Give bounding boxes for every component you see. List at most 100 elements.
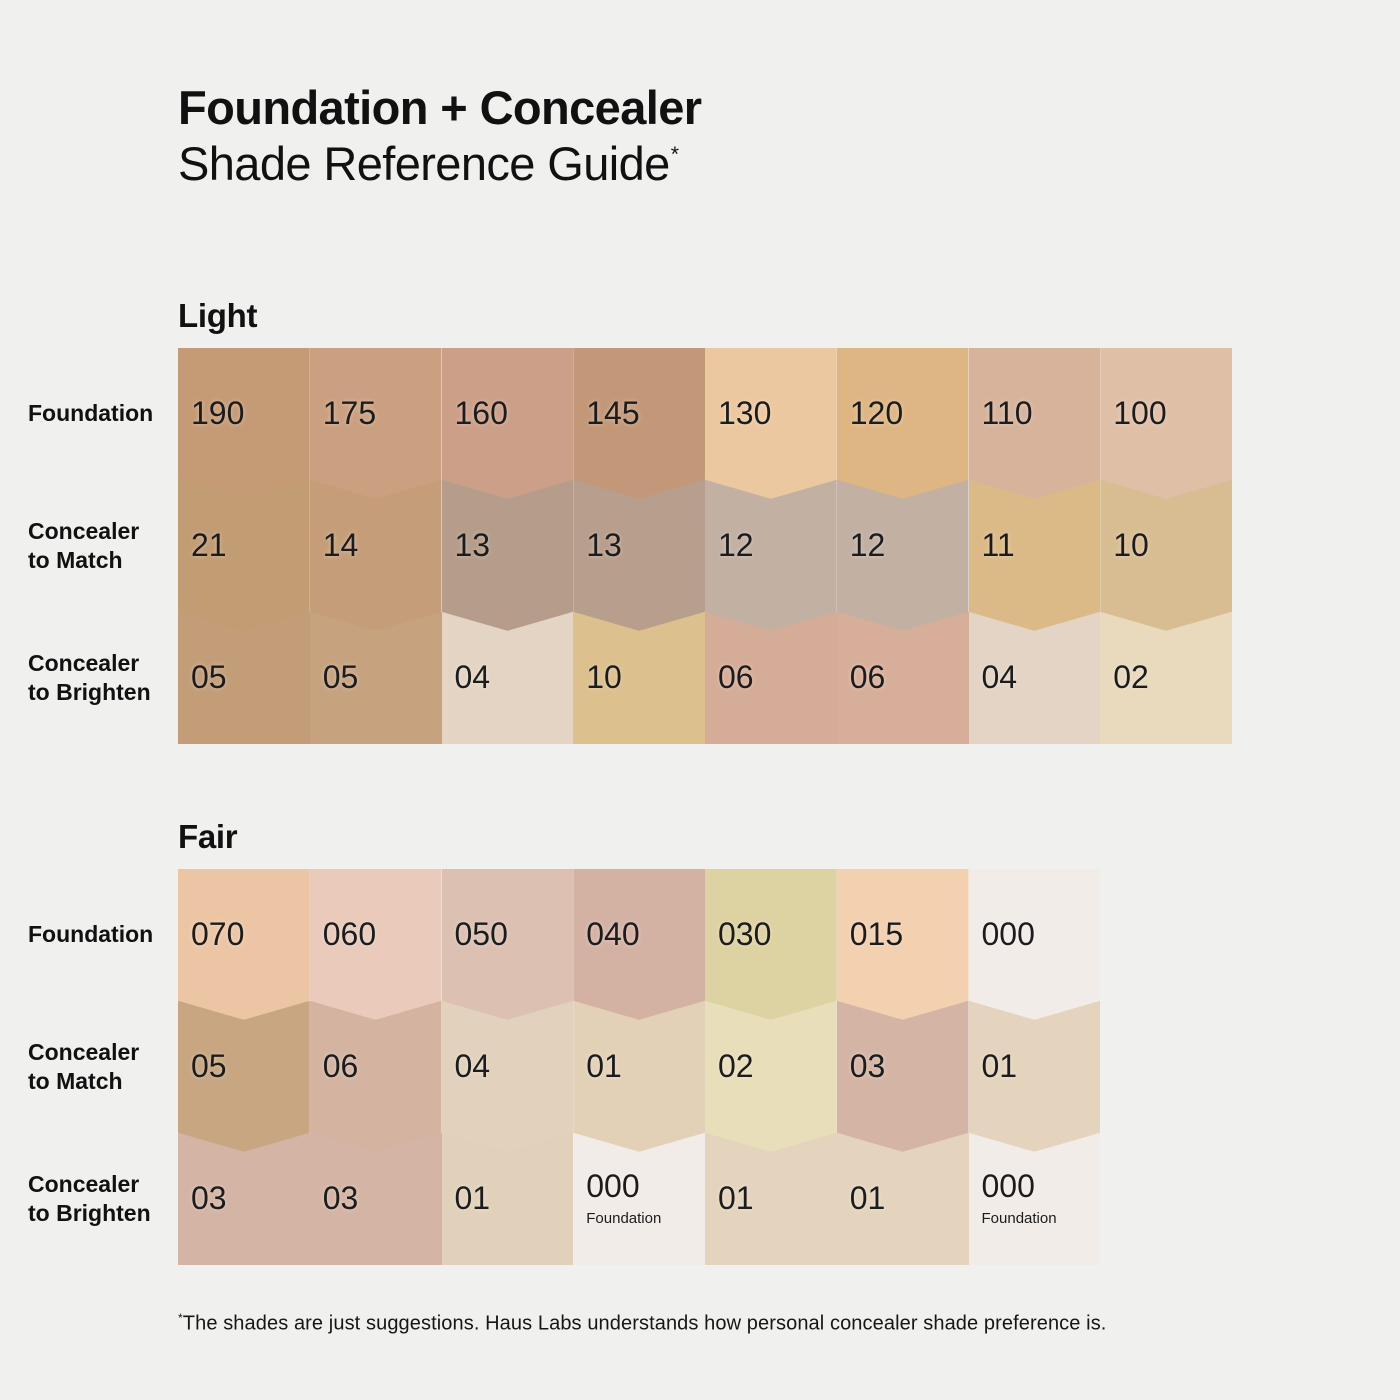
shade-code: 06 (849, 658, 886, 695)
shade-swatch-text: 05 (322, 658, 359, 695)
shade-code: 04 (454, 658, 491, 695)
page-title: Foundation + Concealer Shade Reference G… (178, 80, 1400, 193)
shade-swatch-text: 130 (718, 397, 771, 431)
shade-swatch: 000 Foundation (573, 1132, 705, 1265)
shade-swatch-text: 03 (191, 1181, 227, 1216)
shade-swatch: 11 (969, 480, 1101, 631)
shade-code: 160 (454, 394, 508, 431)
section-body-fair: Foundation Concealer to Match Concealer to B… (0, 869, 1400, 1265)
row-label-line: to Brighten (28, 678, 151, 705)
shade-swatch-text: 06 (323, 1050, 359, 1084)
shade-swatch: 100 (1100, 348, 1232, 499)
shade-swatch-text: 000 (982, 918, 1035, 952)
shade-swatch: 01 (573, 1001, 705, 1152)
shade-swatch: 06 (705, 611, 837, 744)
shade-swatch-text: 145 (586, 397, 639, 431)
title-line-1: Foundation + Concealer (178, 81, 702, 134)
shade-swatch-content: 10 (1100, 480, 1232, 631)
row-label-concealer-to-brighten: Concealer to Brighten (0, 1133, 178, 1265)
shade-swatch: 175 (310, 348, 442, 499)
shade-swatch-text: 030 (718, 918, 771, 952)
shade-swatch-text: 050 (455, 918, 508, 952)
shade-code: 04 (454, 1047, 491, 1084)
shade-swatch-text: 160 (455, 397, 508, 431)
shade-swatch-text: 175 (323, 397, 376, 431)
shade-swatch-content: 04 (442, 1001, 574, 1152)
shade-code: 12 (849, 526, 886, 563)
shade-swatch-text: 10 (1113, 529, 1149, 563)
shade-code: 02 (1113, 658, 1149, 695)
swatch-row: 070 060 050 040 030 015 000 (178, 869, 1100, 1020)
row-label-line: Concealer (28, 1171, 140, 1198)
title-line-2: Shade Reference Guide* (178, 137, 679, 191)
shade-swatch-text: 01 (982, 1050, 1018, 1084)
shade-swatch-content: 12 (837, 480, 969, 631)
row-label-concealer-to-brighten: Concealer to Brighten (0, 612, 178, 744)
shade-swatch-content: 030 (705, 869, 837, 1020)
shade-swatch: 02 (705, 1001, 837, 1152)
swatch-row: 190 175 160 145 130 120 110 100 (178, 348, 1232, 499)
shade-swatch-text: 12 (850, 529, 886, 563)
shade-code: 175 (322, 394, 377, 431)
shade-swatch-text: 110 (982, 397, 1033, 431)
shade-swatch-content: 130 (705, 348, 837, 499)
shade-swatch-content: 03 (837, 1001, 969, 1152)
shade-swatch-content: 120 (837, 348, 969, 499)
shade-swatch: 01 (441, 1132, 574, 1265)
shade-swatch-content: 01 (969, 1001, 1101, 1152)
row-label-concealer-to-match: Concealer to Match (0, 1001, 178, 1133)
footnote-text: The shades are just suggestions. Haus La… (182, 1312, 1107, 1335)
shade-swatch: 030 (705, 869, 837, 1020)
shade-swatch: 10 (1100, 480, 1232, 631)
shade-swatch: 01 (836, 1132, 969, 1265)
shade-swatch-content: 100 (1100, 348, 1232, 499)
shade-code: 13 (586, 526, 622, 563)
shade-code: 13 (454, 526, 491, 563)
shade-code: 000 (586, 1168, 640, 1205)
shade-swatch-text: 040 (586, 918, 639, 952)
shade-swatch-content: 190 (178, 348, 310, 499)
row-label-line: Foundation (28, 400, 154, 427)
shade-swatch: 14 (310, 480, 442, 631)
shade-swatch-text: 13 (455, 529, 491, 563)
footnote-asterisk: * (178, 1310, 183, 1325)
shade-swatch: 06 (836, 611, 969, 744)
shade-swatch-text: 000 Foundation (586, 1170, 661, 1227)
shade-swatch: 05 (178, 1001, 310, 1152)
shade-sublabel: Foundation (586, 1210, 662, 1228)
shade-swatch: 110 (969, 348, 1101, 499)
row-label-concealer-to-match: Concealer to Match (0, 480, 178, 612)
shade-swatch-content: 000 (969, 869, 1101, 1020)
shade-swatch-text: 14 (323, 529, 359, 563)
shade-swatch-text: 01 (455, 1181, 491, 1216)
shade-swatch-content: 02 (1100, 612, 1232, 744)
shade-code: 12 (718, 526, 754, 563)
shade-swatch-text: 070 (191, 918, 244, 952)
swatch-row: 03 03 01 000 Foundation 01 01 000 Foundation (178, 1132, 1101, 1265)
row-label-foundation: Foundation (0, 348, 178, 480)
shade-swatch-text: 01 (586, 1050, 622, 1084)
shade-swatch-text: 01 (718, 1181, 754, 1216)
shade-swatch: 03 (837, 1001, 969, 1152)
shade-swatch: 120 (837, 348, 969, 499)
shade-sublabel: Foundation (981, 1210, 1057, 1228)
shade-code: 03 (322, 1179, 359, 1216)
shade-code: 070 (191, 915, 245, 952)
shade-swatch-content: 05 (178, 612, 310, 744)
shade-code: 130 (718, 394, 772, 431)
shade-code: 05 (322, 658, 359, 695)
shade-swatch-text: 03 (322, 1179, 359, 1216)
shade-swatch: 01 (969, 1001, 1101, 1152)
shade-code: 190 (191, 394, 245, 431)
shade-code: 03 (849, 1047, 886, 1084)
shade-swatch-text: 05 (191, 1050, 227, 1084)
shade-swatch: 04 (441, 611, 574, 744)
swatch-grid-light: 190 175 160 145 130 120 110 100 21 14 13 13 12 12 11 10… (178, 348, 1232, 744)
shade-swatch: 05 (309, 611, 442, 744)
shade-swatch: 21 (178, 480, 310, 631)
shade-swatch-content: 01 (705, 1133, 837, 1265)
swatch-row: 05 05 04 10 06 06 04 02 (178, 611, 1232, 744)
shade-swatch-content: 040 (573, 869, 705, 1020)
shade-swatch-content: 175 (310, 348, 442, 499)
shade-swatch-text: 21 (191, 529, 227, 563)
